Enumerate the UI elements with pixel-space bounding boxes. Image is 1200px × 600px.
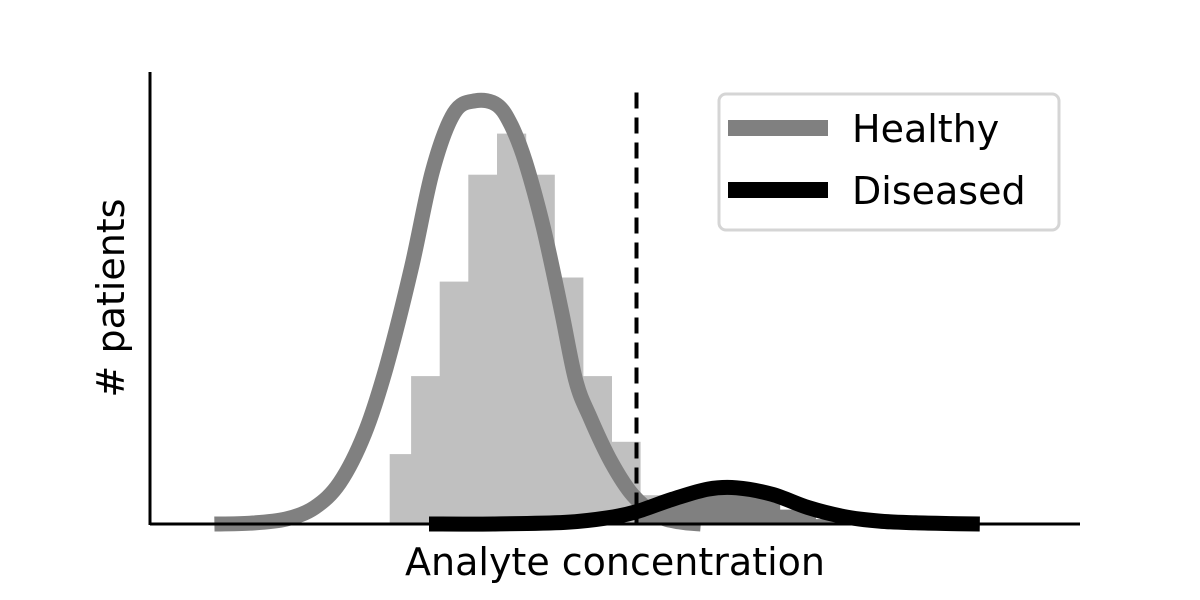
legend-label-healthy: Healthy [852, 107, 999, 151]
histogram-bar-healthy [439, 281, 469, 524]
histogram-layer [389, 133, 852, 524]
histogram-bar-healthy [468, 174, 498, 524]
histogram-bar-healthy [389, 454, 412, 524]
legend-label-diseased: Diseased [852, 169, 1026, 213]
curve-layer [214, 92, 980, 532]
histogram-bar-healthy [411, 376, 441, 524]
series-line-diseased [428, 479, 980, 532]
x-axis-label: Analyte concentration [405, 540, 825, 584]
legend: Healthy Diseased [717, 92, 1061, 232]
histogram-bar-healthy [497, 133, 527, 524]
series-line-healthy [214, 92, 702, 532]
y-axis-label: # patients [89, 199, 133, 398]
